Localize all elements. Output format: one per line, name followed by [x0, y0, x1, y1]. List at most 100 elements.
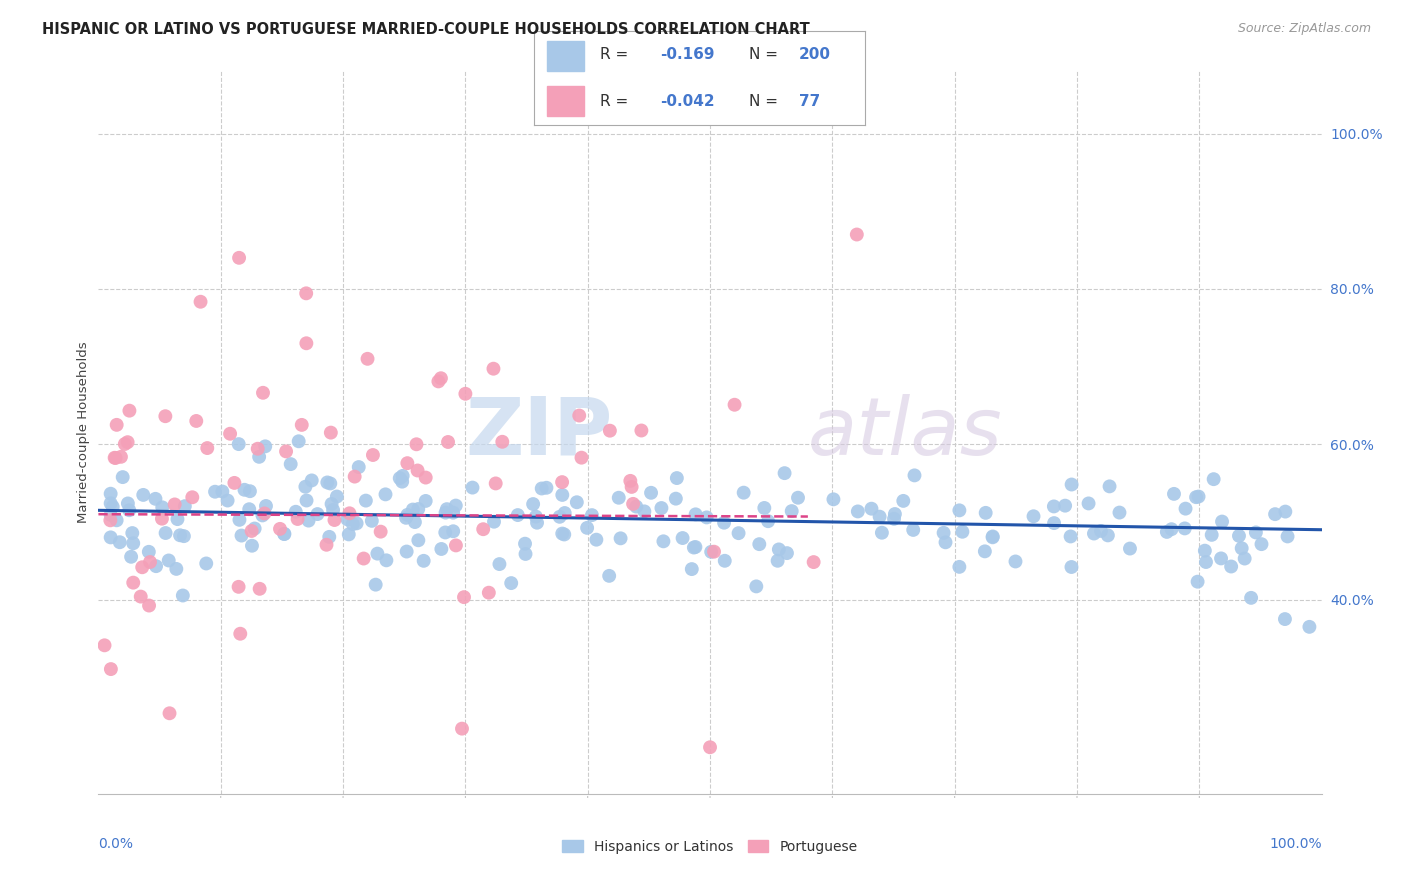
Point — [883, 507, 905, 521]
Point — [100, 530, 122, 544]
Point — [685, 508, 707, 522]
Point — [576, 521, 599, 535]
Text: Source: ZipAtlas.com: Source: ZipAtlas.com — [1237, 22, 1371, 36]
Point — [247, 450, 270, 464]
Point — [111, 470, 134, 484]
Point — [703, 544, 725, 558]
Point — [891, 494, 914, 508]
Point — [974, 506, 997, 520]
Point — [173, 499, 195, 513]
Point — [437, 435, 460, 450]
Bar — [547, 40, 583, 70]
Point — [671, 531, 693, 545]
Point — [444, 538, 467, 552]
Point — [948, 503, 970, 517]
Point — [441, 524, 464, 539]
Point — [228, 580, 250, 594]
Point — [366, 547, 388, 561]
Point — [186, 414, 208, 428]
Point — [713, 554, 735, 568]
Point — [337, 527, 360, 541]
Point — [1227, 529, 1250, 543]
Point — [780, 504, 803, 518]
Point — [307, 507, 329, 521]
Point — [336, 512, 359, 526]
Point — [756, 514, 779, 528]
Point — [145, 559, 167, 574]
Point — [316, 475, 339, 490]
Point — [353, 551, 375, 566]
Point — [159, 706, 181, 721]
Point — [166, 512, 188, 526]
Point — [723, 398, 745, 412]
Point — [903, 523, 925, 537]
Point — [319, 476, 342, 491]
Point — [768, 542, 790, 557]
Point — [454, 386, 477, 401]
Point — [129, 590, 152, 604]
Point — [485, 476, 508, 491]
Point — [374, 487, 396, 501]
Point — [1250, 537, 1272, 551]
Point — [347, 460, 370, 475]
Point — [1264, 507, 1286, 521]
Point — [1201, 528, 1223, 542]
Point — [412, 554, 434, 568]
Point — [297, 514, 319, 528]
Point — [461, 481, 484, 495]
Point — [453, 590, 475, 604]
Point — [301, 474, 323, 488]
Point — [406, 502, 429, 516]
Point — [860, 501, 883, 516]
Point — [181, 490, 204, 504]
Point — [787, 491, 810, 505]
Point — [536, 481, 558, 495]
Point — [118, 503, 141, 517]
Point — [551, 475, 574, 489]
Point — [948, 559, 970, 574]
Point — [748, 537, 770, 551]
Point — [145, 491, 167, 506]
Point — [1043, 500, 1066, 514]
Point — [472, 522, 495, 536]
Point — [478, 585, 501, 599]
Point — [98, 513, 121, 527]
Point — [609, 532, 631, 546]
Point — [630, 424, 652, 438]
Point — [155, 409, 177, 424]
Point — [436, 502, 458, 516]
Text: 100.0%: 100.0% — [1270, 838, 1322, 851]
Point — [354, 493, 377, 508]
Point — [681, 562, 703, 576]
Point — [1187, 574, 1209, 589]
Point — [699, 740, 721, 755]
Point — [395, 510, 418, 524]
Point — [228, 251, 250, 265]
Point — [766, 554, 789, 568]
Point — [1077, 496, 1099, 510]
Point — [105, 417, 128, 432]
Point — [138, 599, 160, 613]
Point — [155, 526, 177, 541]
Point — [776, 546, 799, 560]
Point — [110, 450, 132, 464]
Point — [551, 526, 574, 541]
Point — [233, 483, 256, 497]
Text: 77: 77 — [799, 94, 820, 109]
Point — [224, 475, 246, 490]
Text: N =: N = — [749, 94, 783, 109]
Point — [396, 456, 419, 470]
Point — [406, 463, 429, 477]
Point — [238, 502, 260, 516]
Point — [132, 488, 155, 502]
Point — [108, 535, 131, 549]
Point — [240, 539, 263, 553]
Point — [973, 544, 995, 558]
Point — [1244, 525, 1267, 540]
Point — [173, 529, 195, 543]
Point — [1004, 554, 1026, 568]
Text: R =: R = — [600, 94, 634, 109]
Point — [254, 439, 277, 453]
Point — [713, 516, 735, 530]
Point — [1187, 490, 1209, 504]
